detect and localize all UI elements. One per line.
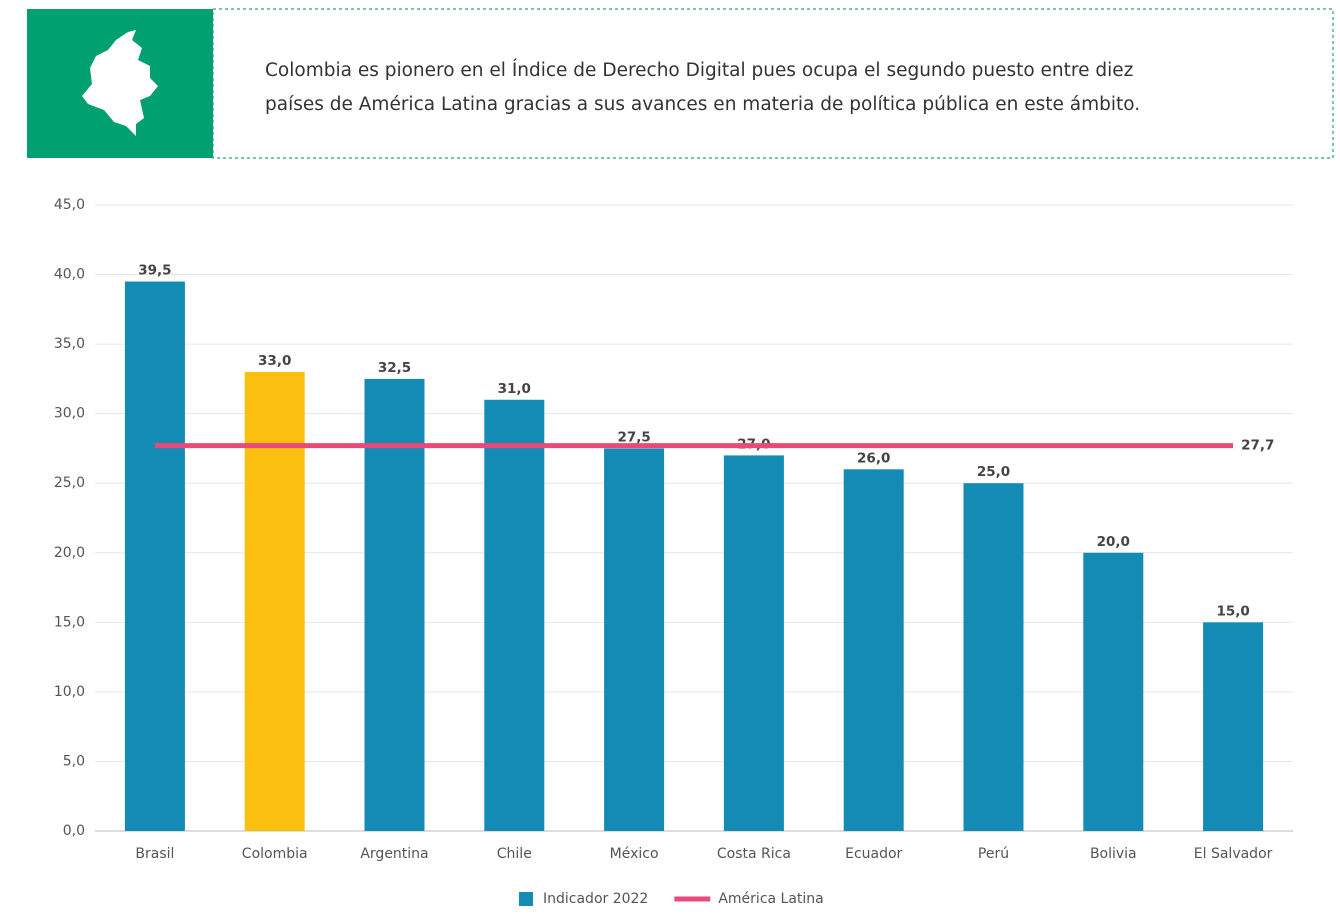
value-label: 27,7 (1241, 438, 1274, 454)
y-tick-label: 5,0 (63, 753, 85, 769)
y-tick-label: 30,0 (54, 406, 85, 422)
bar (244, 371, 305, 831)
bar (124, 281, 185, 831)
y-tick-label: 20,0 (54, 545, 85, 561)
x-tick-label: Argentina (360, 846, 428, 862)
bar (604, 448, 665, 831)
header-text: países de América Latina gracias a sus a… (265, 94, 1140, 115)
y-tick-label: 0,0 (63, 823, 85, 839)
y-tick-label: 10,0 (54, 684, 85, 700)
y-tick-label: 45,0 (54, 197, 85, 213)
value-label: 25,0 (977, 464, 1010, 480)
colombia-map (82, 30, 158, 136)
y-tick-label: 35,0 (54, 336, 85, 352)
legend-label: América Latina (718, 891, 823, 907)
x-tick-label: Costa Rica (717, 846, 791, 862)
x-tick-label: Ecuador (845, 846, 902, 862)
value-label: 39,5 (138, 263, 171, 279)
value-label: 33,0 (258, 353, 291, 369)
header-text: Colombia es pionero en el Índice de Dere… (265, 59, 1133, 81)
legend-label: Indicador 2022 (543, 891, 648, 907)
header-frame (212, 8, 1334, 159)
bar (963, 483, 1024, 831)
bar (484, 399, 545, 831)
x-tick-label: El Salvador (1194, 846, 1273, 862)
legend-swatch (519, 892, 533, 906)
bar (723, 455, 784, 831)
x-tick-label: México (610, 846, 659, 862)
value-label: 31,0 (498, 381, 531, 397)
bar (364, 378, 425, 831)
x-tick-label: Perú (978, 846, 1009, 862)
value-label: 15,0 (1216, 603, 1249, 619)
y-tick-label: 40,0 (54, 267, 85, 283)
bar (1203, 622, 1264, 831)
bar (843, 469, 904, 831)
value-label: 27,5 (617, 429, 650, 445)
value-label: 32,5 (378, 360, 411, 376)
y-tick-label: 15,0 (54, 614, 85, 630)
x-tick-label: Colombia (242, 846, 308, 862)
bar (1083, 552, 1144, 831)
x-tick-label: Bolivia (1090, 846, 1137, 862)
value-label: 20,0 (1097, 534, 1130, 550)
x-tick-label: Brasil (135, 846, 174, 862)
x-tick-label: Chile (497, 846, 532, 862)
y-tick-label: 25,0 (54, 475, 85, 491)
value-label: 26,0 (857, 450, 890, 466)
